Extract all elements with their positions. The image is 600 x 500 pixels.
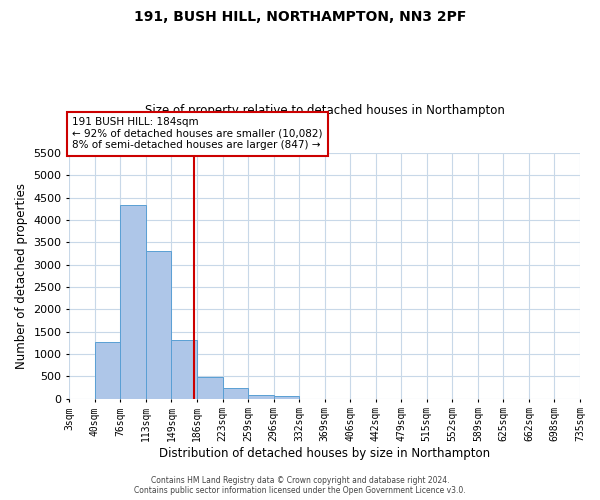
Bar: [197, 376, 223, 398]
Text: 191 BUSH HILL: 184sqm
← 92% of detached houses are smaller (10,082)
8% of semi-d: 191 BUSH HILL: 184sqm ← 92% of detached …: [72, 117, 322, 150]
Bar: [172, 340, 197, 398]
Bar: [146, 251, 172, 398]
X-axis label: Distribution of detached houses by size in Northampton: Distribution of detached houses by size …: [159, 447, 490, 460]
Bar: [223, 388, 248, 398]
Title: Size of property relative to detached houses in Northampton: Size of property relative to detached ho…: [145, 104, 505, 117]
Y-axis label: Number of detached properties: Number of detached properties: [15, 182, 28, 368]
Bar: [95, 342, 121, 398]
Text: Contains HM Land Registry data © Crown copyright and database right 2024.
Contai: Contains HM Land Registry data © Crown c…: [134, 476, 466, 495]
Bar: [274, 396, 299, 398]
Text: 191, BUSH HILL, NORTHAMPTON, NN3 2PF: 191, BUSH HILL, NORTHAMPTON, NN3 2PF: [134, 10, 466, 24]
Bar: [121, 205, 146, 398]
Bar: [248, 395, 274, 398]
